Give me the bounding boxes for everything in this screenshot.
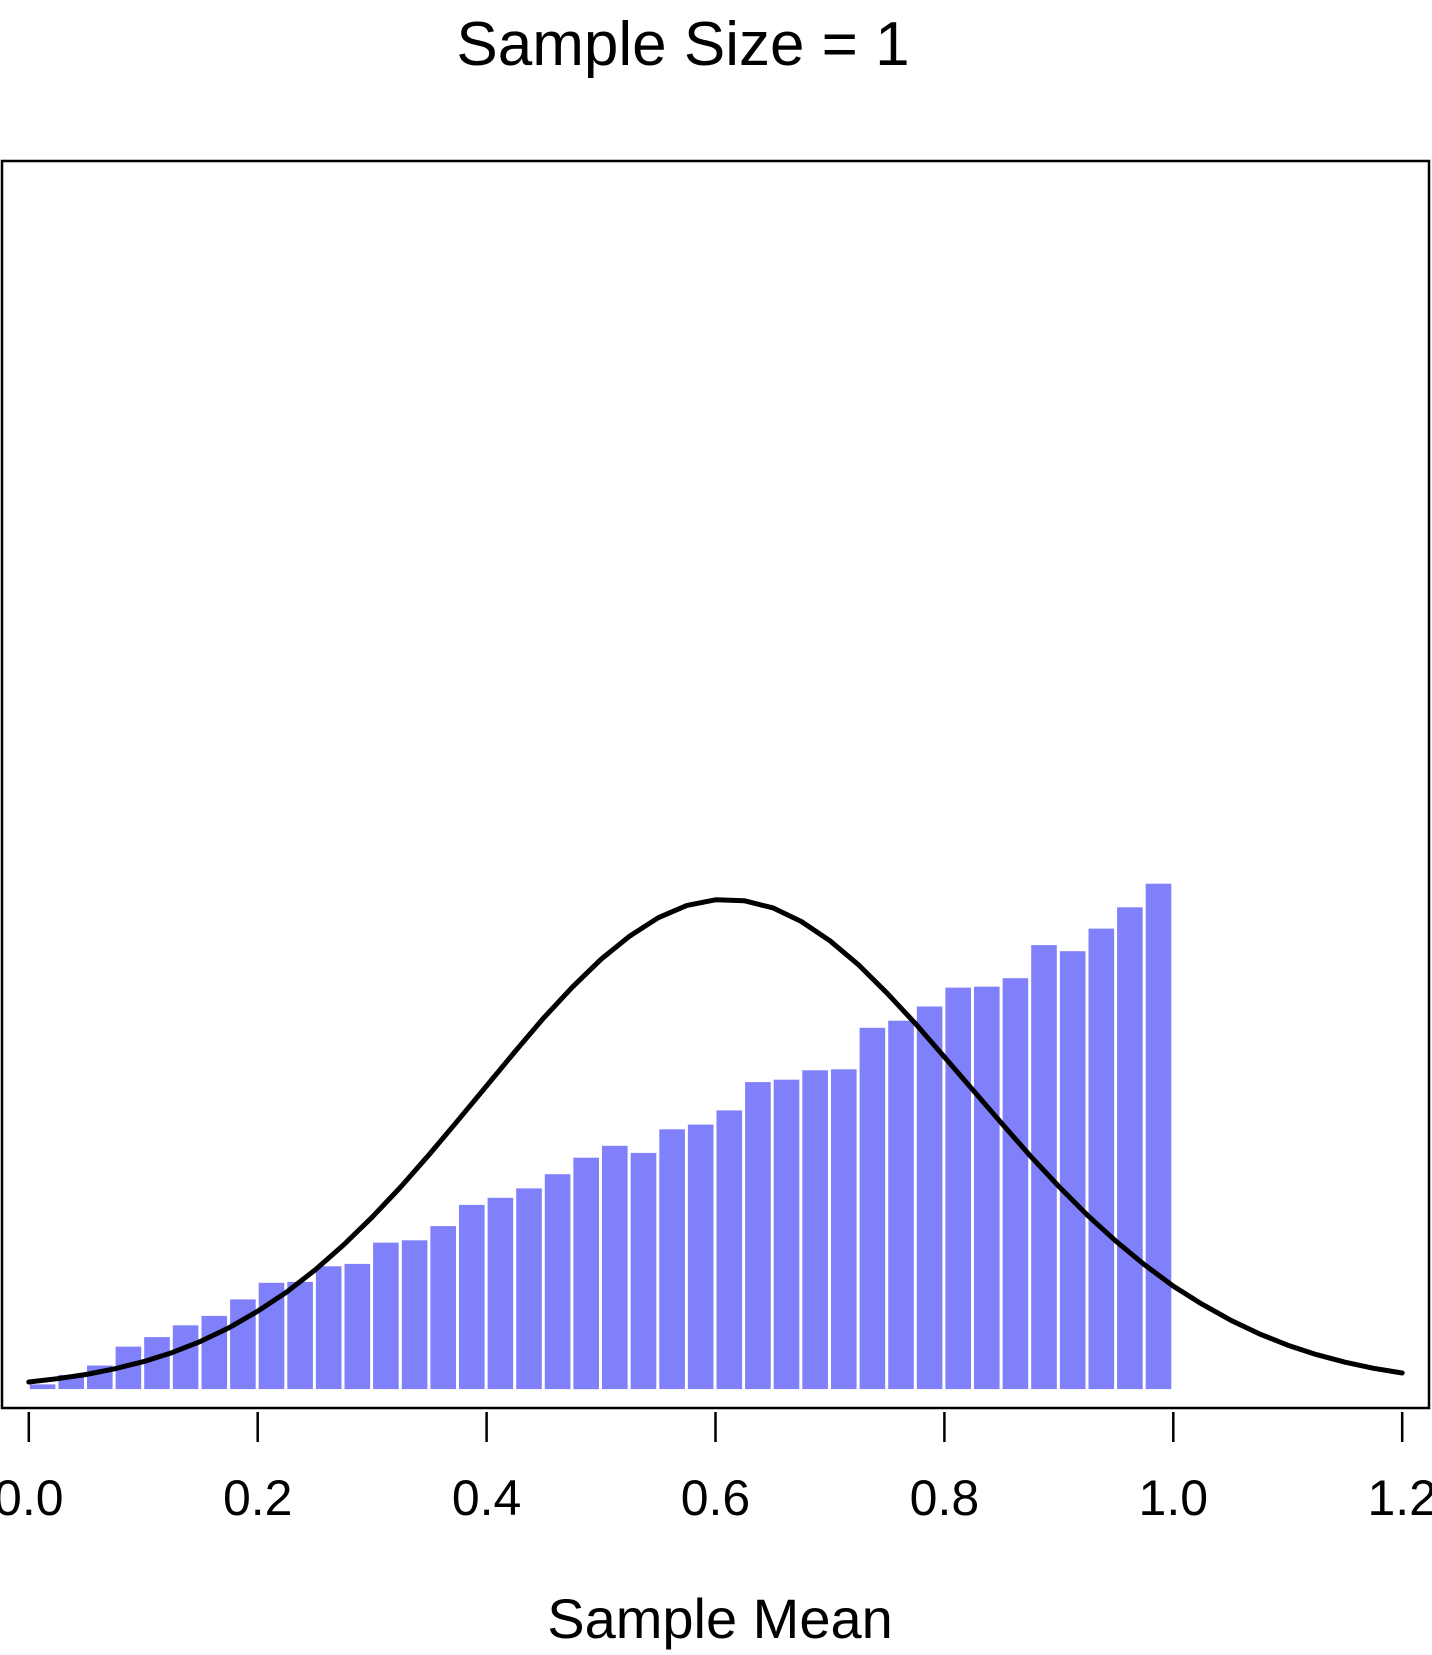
- histogram-bar: [1117, 907, 1143, 1390]
- x-tick-label: 1.2: [1367, 1470, 1432, 1526]
- histogram-bar: [1002, 978, 1029, 1390]
- histogram-bar: [659, 1129, 685, 1390]
- x-axis-label: Sample Mean: [547, 1587, 893, 1650]
- x-tick-label: 0.8: [910, 1470, 980, 1526]
- histogram-bar: [773, 1079, 800, 1390]
- histogram-bar: [573, 1157, 599, 1390]
- normal-density-curve: [26, 897, 1405, 1385]
- histogram-bar: [602, 1145, 628, 1390]
- histogram-bar: [401, 1240, 428, 1390]
- histogram-bar: [544, 1174, 571, 1390]
- x-tick-label: 0.4: [452, 1470, 522, 1526]
- histogram-bar: [716, 1110, 743, 1390]
- histogram-bar: [802, 1070, 828, 1390]
- histogram-bar: [29, 1384, 56, 1390]
- histogram-bar: [172, 1325, 199, 1390]
- x-tick-label: 0.6: [681, 1470, 751, 1526]
- histogram-bar: [1059, 951, 1086, 1390]
- histogram-bar: [859, 1027, 886, 1390]
- histogram-bar: [516, 1188, 542, 1390]
- histogram-bar: [201, 1315, 228, 1390]
- histogram-bar: [144, 1337, 170, 1390]
- histogram-bar: [1088, 928, 1115, 1390]
- x-tick-label: 1.0: [1139, 1470, 1209, 1526]
- x-tick-label: 0.2: [223, 1470, 293, 1526]
- histogram-bar: [916, 1006, 943, 1390]
- histogram-bar: [945, 987, 971, 1390]
- histogram-bar: [974, 986, 1000, 1390]
- histogram-bar: [888, 1020, 914, 1390]
- histogram-bar: [287, 1281, 313, 1390]
- histogram-bar: [373, 1242, 399, 1390]
- histogram-bars: [29, 883, 1172, 1390]
- x-tick-label: 0.0: [0, 1470, 64, 1526]
- histogram-bar: [430, 1226, 456, 1390]
- histogram-bar: [831, 1069, 857, 1390]
- x-axis: 0.0 0.2 0.4 0.6 0.8 1.0 1.2: [0, 1412, 1432, 1526]
- histogram-bar: [459, 1204, 485, 1390]
- histogram-bar: [745, 1082, 771, 1390]
- histogram-bar: [344, 1263, 371, 1390]
- histogram-bar: [687, 1124, 714, 1390]
- histogram-bar: [1145, 883, 1172, 1390]
- histogram-bar: [630, 1152, 657, 1390]
- histogram-bar: [315, 1266, 342, 1390]
- chart-title: Sample Size = 1: [456, 10, 909, 79]
- plot-frame: [0, 159, 1431, 1410]
- histogram-bar: [487, 1197, 514, 1390]
